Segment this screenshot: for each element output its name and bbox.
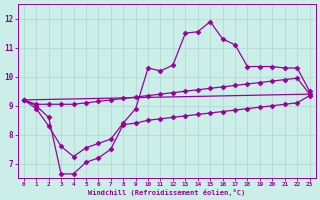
X-axis label: Windchill (Refroidissement éolien,°C): Windchill (Refroidissement éolien,°C) (88, 189, 245, 196)
